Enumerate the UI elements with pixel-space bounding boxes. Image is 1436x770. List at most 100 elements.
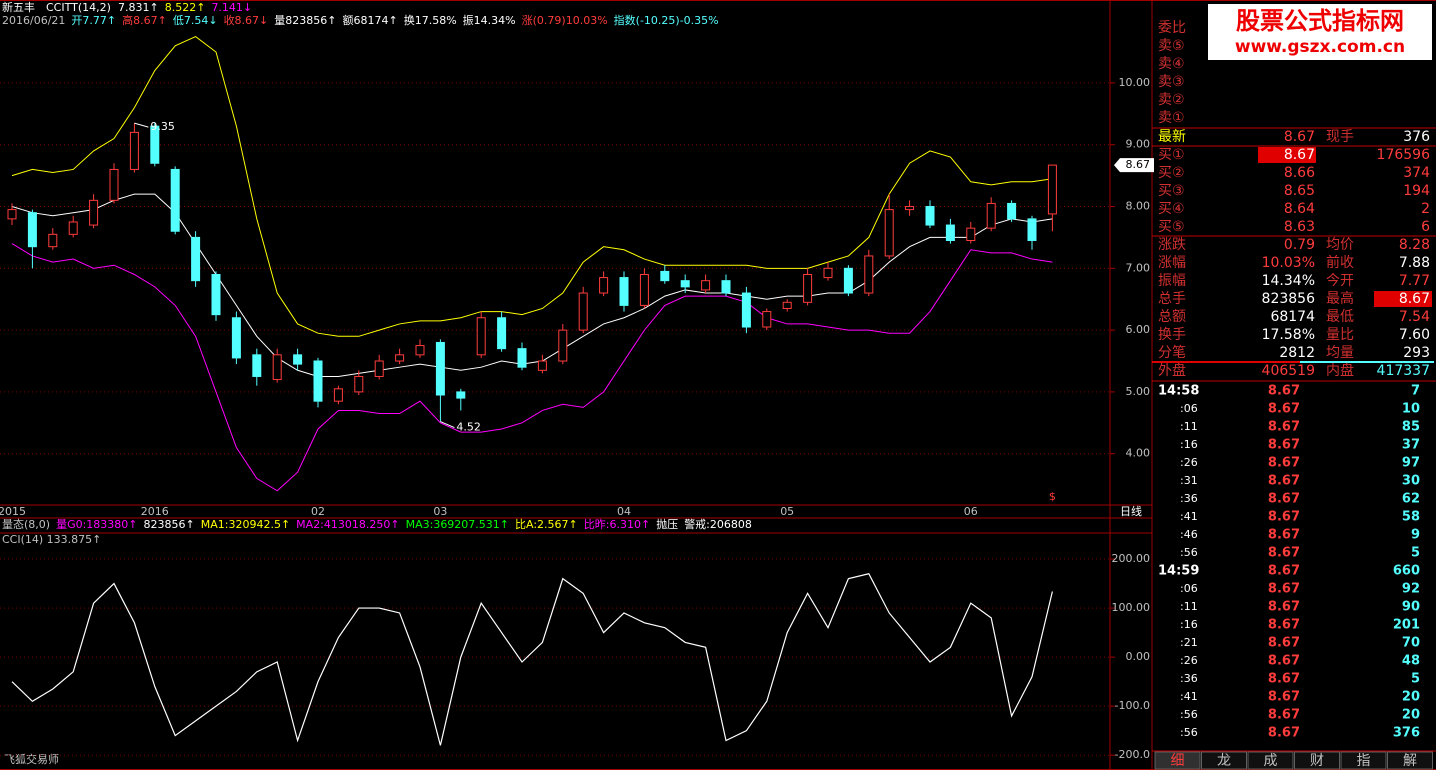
cci-line	[11, 573, 1053, 746]
tab-label[interactable]: 细	[1171, 753, 1185, 769]
candle-body	[945, 224, 955, 242]
candle-body	[680, 280, 690, 288]
period-label: 日线	[1120, 504, 1142, 518]
tick-price: 8.67	[1268, 474, 1300, 489]
tab-label[interactable]: 指	[1357, 753, 1371, 769]
y-tick-label: 0.00	[1126, 650, 1151, 663]
y-tick-label: 10.00	[1119, 76, 1151, 89]
y-tick-label: 200.00	[1112, 552, 1151, 565]
panel-title: 委比	[1158, 20, 1186, 36]
logo-name: 股票公式指标网	[1236, 7, 1404, 35]
stat-value: 7.54	[1399, 309, 1430, 325]
candle-body	[170, 168, 180, 232]
stat-label: 涨跌	[1158, 237, 1186, 253]
candle-body	[48, 233, 58, 248]
y-tick-label: -200.0	[1115, 748, 1150, 761]
candle-body	[415, 345, 425, 356]
tick-time: :11	[1180, 600, 1198, 613]
tab[interactable]	[1154, 751, 1201, 770]
x-tick-label: 05	[780, 505, 794, 518]
tab-label[interactable]: 解	[1403, 753, 1417, 769]
tick-price: 8.67	[1268, 546, 1300, 561]
tick-price: 8.67	[1268, 618, 1300, 633]
tab[interactable]	[1247, 751, 1294, 770]
candle-body	[231, 317, 241, 359]
tick-price: 8.67	[1268, 690, 1300, 705]
candle-body	[1027, 218, 1037, 242]
bid-price: 8.67	[1284, 147, 1315, 163]
stat-label: 最低	[1326, 309, 1354, 325]
stat-value: 8.28	[1399, 237, 1430, 253]
candle-body	[68, 221, 78, 235]
tab[interactable]	[1340, 751, 1387, 770]
band-line	[11, 193, 1053, 377]
bid-volume: 2	[1421, 201, 1430, 217]
bid-volume: 194	[1403, 183, 1430, 199]
tick-price: 8.67	[1268, 384, 1300, 399]
x-tick-label: 04	[617, 505, 631, 518]
header-item: MA1:320942.5↑	[201, 518, 290, 531]
header-item: 额68174↑	[343, 14, 398, 27]
y-tick-label: 5.00	[1126, 385, 1151, 398]
candle-body	[517, 348, 527, 368]
header-item: 收8.67↓	[224, 13, 269, 27]
tick-volume: 37	[1402, 438, 1420, 453]
bid-price: 8.63	[1284, 219, 1315, 235]
tick-price: 8.67	[1268, 510, 1300, 525]
footer: 飞狐交易师	[4, 752, 59, 766]
header-item: 警戒:206808	[684, 517, 752, 531]
stat-label: 分笔	[1158, 345, 1186, 361]
candle-body	[578, 292, 588, 331]
stat-label: 前收	[1326, 254, 1354, 271]
tick-time: :26	[1180, 456, 1198, 469]
x-tick-label: 03	[433, 505, 447, 518]
tick-volume: 20	[1402, 690, 1420, 705]
tab[interactable]	[1201, 751, 1247, 770]
candle-body	[823, 267, 833, 279]
candle-body	[354, 375, 364, 393]
y-tick-label: 7.00	[1126, 261, 1151, 274]
tick-price: 8.67	[1268, 672, 1300, 687]
tick-volume: 92	[1402, 582, 1420, 597]
header-item: 量823856↑	[274, 14, 336, 27]
tick-price: 8.67	[1268, 654, 1300, 669]
tab-label[interactable]: 龙	[1217, 753, 1231, 769]
tab-label[interactable]: 成	[1264, 753, 1278, 769]
tick-price: 8.67	[1268, 564, 1300, 579]
tick-volume: 660	[1393, 564, 1420, 579]
tab[interactable]	[1294, 751, 1340, 770]
tick-price: 8.67	[1268, 528, 1300, 543]
tick-volume: 376	[1393, 726, 1420, 741]
header-item: 8.522↑	[165, 1, 206, 14]
header-item: 涨(0.79)10.03%	[522, 14, 608, 27]
bid-price: 8.65	[1284, 183, 1315, 199]
tab-label[interactable]: 财	[1310, 753, 1324, 769]
bid-volume: 6	[1421, 219, 1430, 235]
candle-body	[986, 202, 996, 229]
header-item: 开7.77↑	[71, 14, 116, 27]
tab[interactable]	[1387, 751, 1433, 770]
header-item: 比昨:6.310↑	[584, 518, 650, 531]
candle-body	[129, 131, 139, 170]
candle-body	[864, 255, 874, 294]
candle-body	[191, 236, 201, 282]
candle-body	[782, 301, 792, 309]
annotation-leader	[440, 421, 455, 429]
bid-label: 买⑤	[1158, 219, 1185, 235]
candle-body	[150, 125, 160, 164]
y-tick-label: 8.00	[1126, 200, 1151, 213]
candle-body	[7, 209, 17, 220]
price-marker	[1114, 158, 1154, 173]
tick-time: :56	[1180, 546, 1198, 559]
bid-volume: 374	[1403, 165, 1430, 181]
tick-price: 8.67	[1268, 456, 1300, 471]
tick-time: :56	[1180, 708, 1198, 721]
ask-label: 卖③	[1158, 74, 1185, 90]
candle-body	[374, 360, 384, 377]
stat-value: 7.88	[1399, 255, 1430, 271]
y-tick-label: 4.00	[1126, 447, 1151, 460]
tick-volume: 7	[1411, 384, 1420, 399]
bid-label: 买④	[1158, 201, 1185, 217]
tick-time: :11	[1180, 420, 1198, 433]
candle-body	[435, 341, 445, 396]
